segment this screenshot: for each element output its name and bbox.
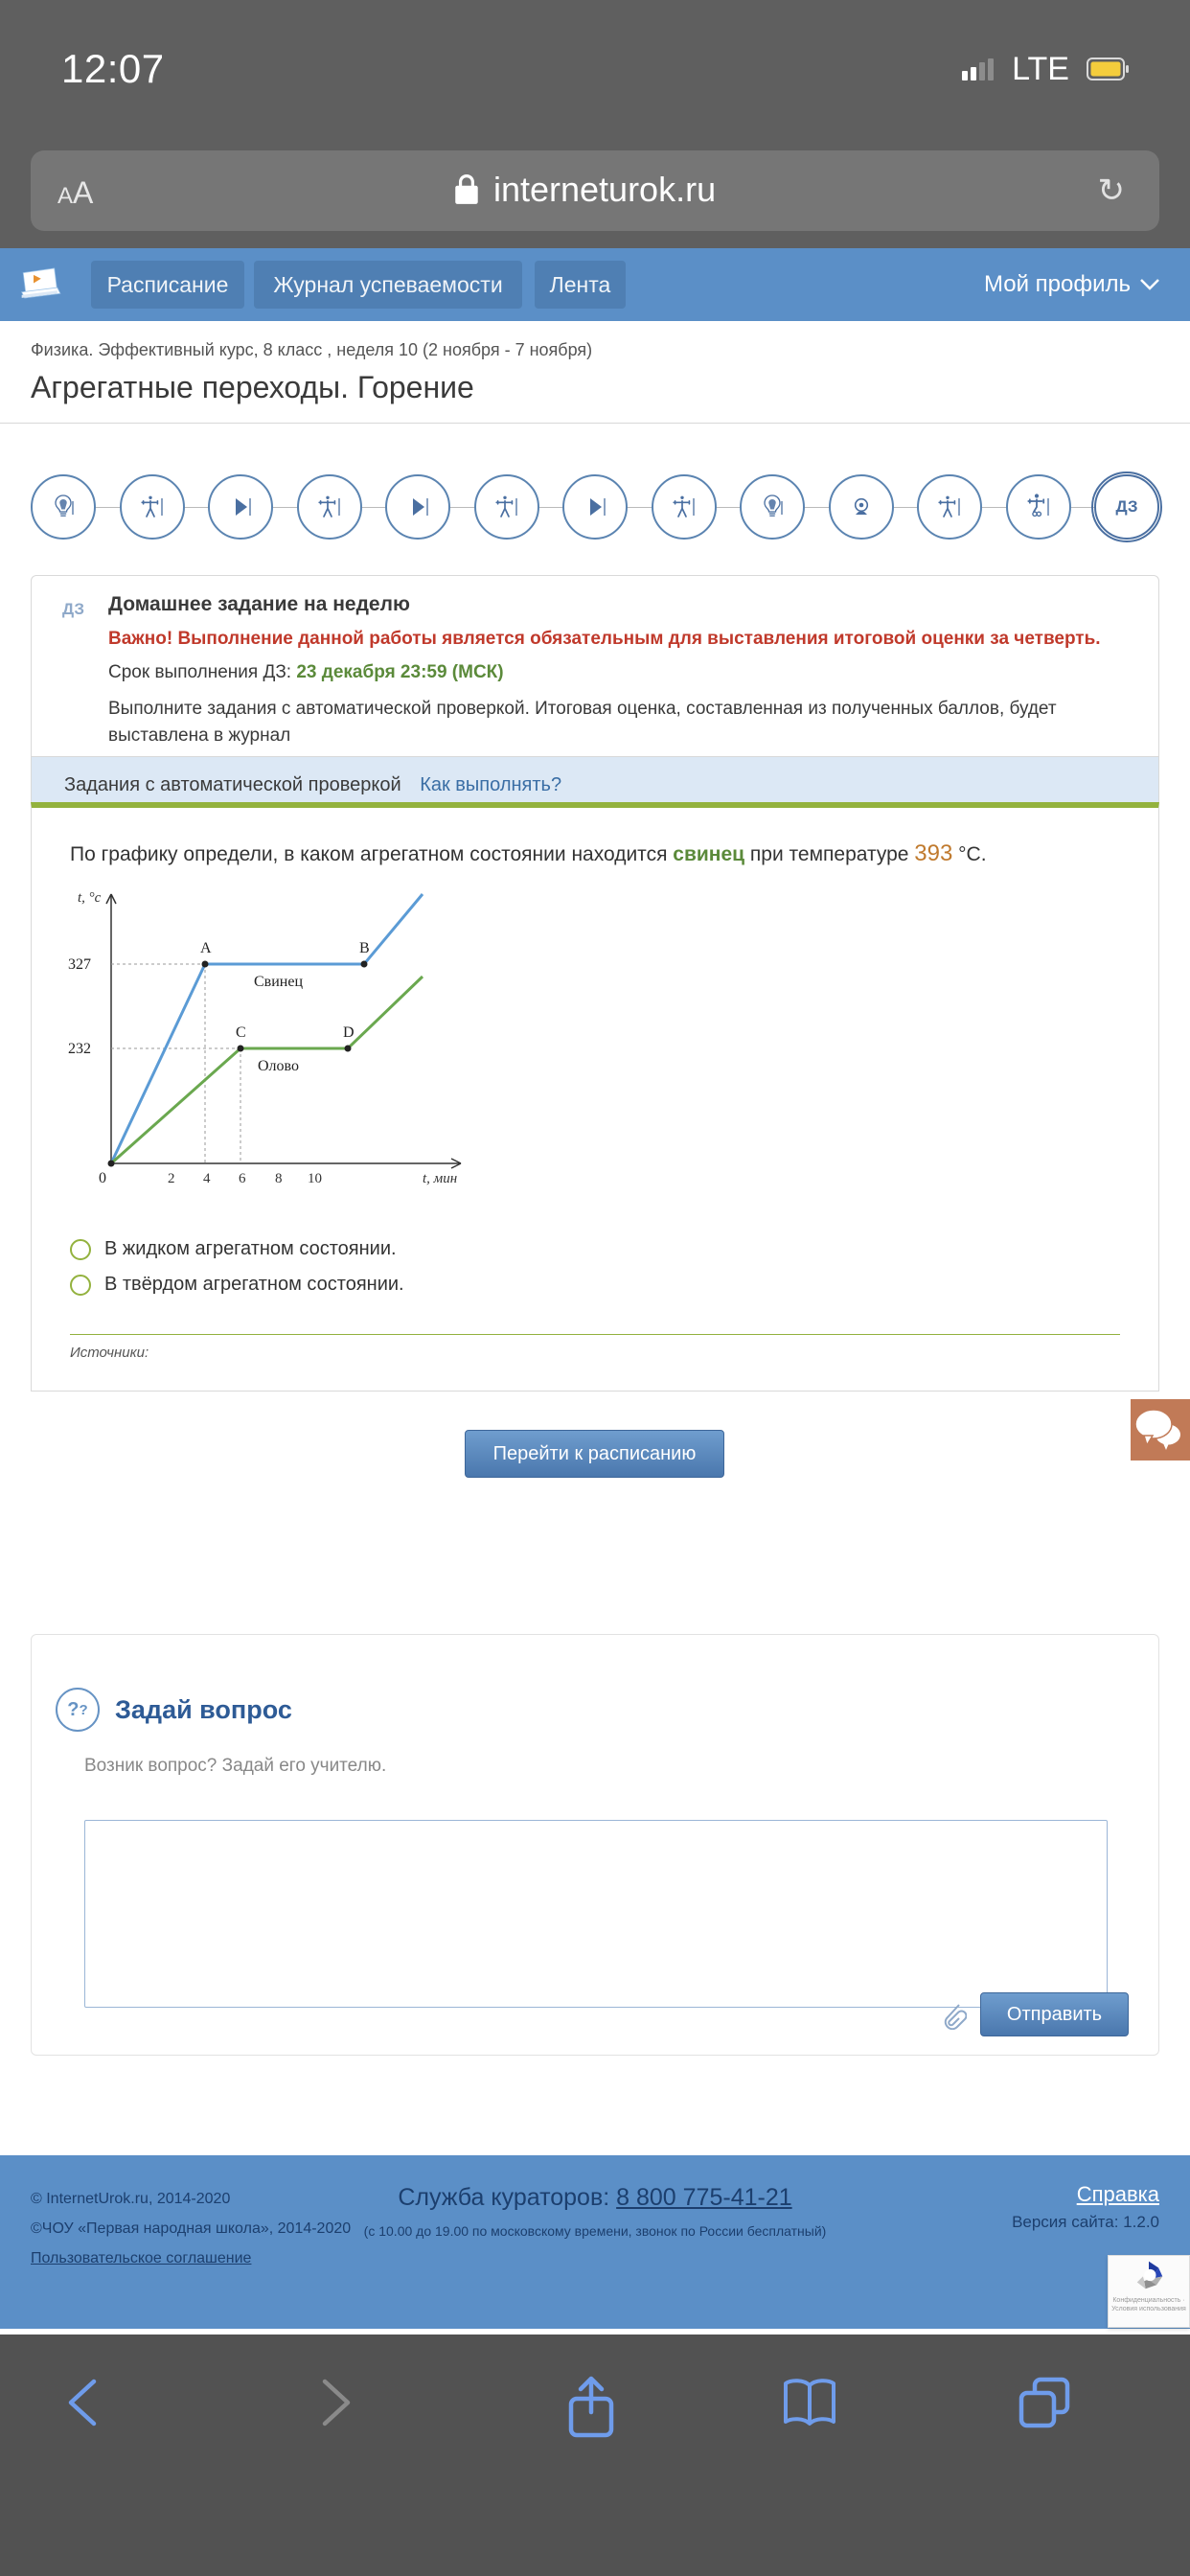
svg-text:t, °c: t, °c <box>78 890 102 906</box>
svg-text:327: 327 <box>68 956 91 973</box>
svg-text:Свинец: Свинец <box>254 974 303 990</box>
svg-text:0: 0 <box>99 1170 106 1186</box>
svg-text:Олово: Олово <box>258 1058 299 1074</box>
svg-text:6: 6 <box>239 1171 246 1186</box>
svg-text:C: C <box>236 1024 246 1041</box>
svg-text:2: 2 <box>168 1171 175 1186</box>
svg-text:A: A <box>200 940 212 956</box>
svg-text:4: 4 <box>203 1171 211 1186</box>
svg-text:t, мин: t, мин <box>423 1171 457 1186</box>
svg-text:232: 232 <box>68 1041 91 1057</box>
svg-text:8: 8 <box>275 1171 283 1186</box>
svg-text:D: D <box>343 1024 355 1041</box>
svg-text:10: 10 <box>308 1171 322 1186</box>
svg-text:B: B <box>359 940 370 956</box>
